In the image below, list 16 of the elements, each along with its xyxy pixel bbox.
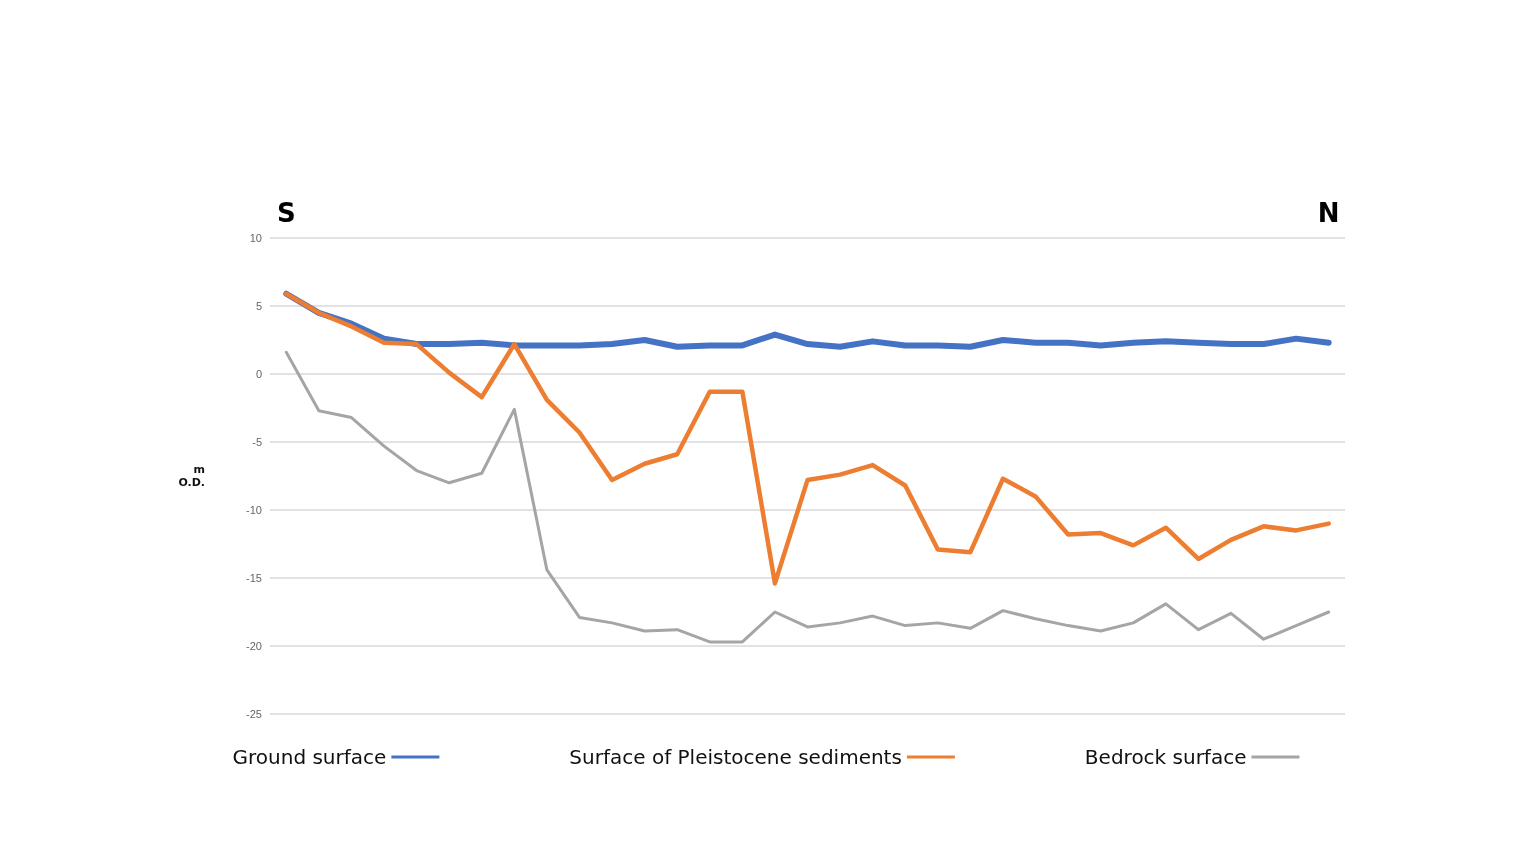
y-tick-label: -25 [246, 708, 262, 720]
text: N [1317, 198, 1340, 228]
line-series [284, 291, 1331, 586]
y-tick-label: -10 [246, 504, 262, 516]
legend-label: Bedrock surface [1084, 745, 1247, 769]
y-tick-label: -15 [246, 572, 262, 584]
legend-label: Surface of Pleistocene sediments [569, 745, 902, 769]
legend-label: Ground surface [232, 745, 387, 769]
y-tick-label: 10 [249, 232, 262, 244]
line-series [284, 350, 1331, 644]
y-tick-label: -5 [252, 436, 262, 448]
y-tick-label: 0 [255, 368, 262, 380]
text: S [276, 198, 296, 228]
y-axis-title: m O.D. [178, 463, 205, 489]
y-tick-label: 5 [255, 300, 262, 312]
y-tick-label: -20 [246, 640, 262, 652]
